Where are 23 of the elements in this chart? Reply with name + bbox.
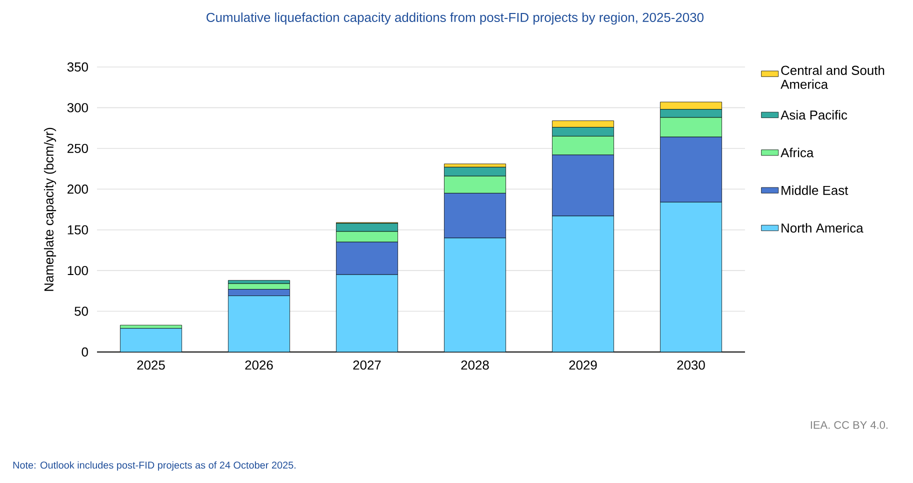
y-tick-label: 50: [74, 306, 88, 316]
y-tick-label: 0: [82, 347, 88, 357]
y-tick-label: 150: [68, 225, 88, 234]
legend-label: Asia Pacific: [780, 110, 848, 120]
y-tick-label: 350: [67, 62, 88, 72]
y-axis-title: Nameplate capacity (bcm/yr): [44, 128, 56, 291]
legend-label: North America: [782, 223, 864, 233]
legend-label: Central and South America: [780, 65, 884, 89]
x-tick-label: 2029: [569, 360, 597, 370]
x-tick-label: 2025: [137, 360, 165, 370]
x-tick-label: 2026: [245, 360, 273, 370]
text: Note: Outlook includes post-FID projects as of 24 October 2025.: [13, 461, 296, 471]
x-tick-label: 2027: [353, 360, 381, 370]
x-tick-label: 2028: [461, 360, 489, 370]
text: IEA. CC BY 4.0.: [810, 421, 888, 429]
y-tick-label: 250: [68, 144, 88, 153]
legend-label: Middle East: [782, 185, 848, 195]
y-tick-label: 100: [68, 266, 88, 276]
chart-title: Cumulative liquefaction capacity additions from post-FID projects by region, 2025-2030: [206, 12, 704, 25]
y-tick-label: 200: [68, 184, 88, 194]
x-tick-label: 2030: [677, 360, 705, 370]
legend-label: Africa: [780, 148, 814, 158]
y-tick-label: 300: [67, 103, 88, 112]
